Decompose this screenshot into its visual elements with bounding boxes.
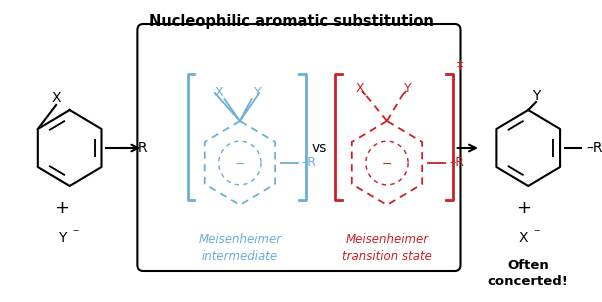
Text: $-$: $-$ bbox=[234, 156, 246, 169]
Text: –R: –R bbox=[586, 141, 602, 155]
Text: Y: Y bbox=[405, 82, 412, 95]
Text: Y: Y bbox=[58, 231, 66, 245]
Text: –R: –R bbox=[132, 141, 148, 155]
Text: Y: Y bbox=[532, 89, 540, 103]
Text: –R: –R bbox=[449, 156, 464, 169]
Text: X: X bbox=[356, 82, 364, 95]
Text: Meisenheimer
transition state: Meisenheimer transition state bbox=[342, 233, 432, 263]
Text: X: X bbox=[214, 86, 223, 99]
Text: $^{-}$: $^{-}$ bbox=[533, 228, 541, 238]
Text: $‡$: $‡$ bbox=[456, 58, 464, 72]
Text: Nucleophilic aromatic substitution: Nucleophilic aromatic substitution bbox=[149, 14, 433, 29]
Text: –R: –R bbox=[302, 156, 317, 169]
Text: X: X bbox=[51, 91, 61, 105]
Text: +: + bbox=[516, 199, 531, 217]
Text: +: + bbox=[54, 199, 69, 217]
Text: Y: Y bbox=[253, 86, 261, 99]
Text: vs: vs bbox=[312, 141, 327, 155]
Text: $^{-}$: $^{-}$ bbox=[72, 228, 79, 238]
Text: X: X bbox=[519, 231, 528, 245]
Text: $-$: $-$ bbox=[382, 156, 393, 169]
Text: Meisenheimer
intermediate: Meisenheimer intermediate bbox=[199, 233, 282, 263]
Text: Often
concerted!: Often concerted! bbox=[488, 259, 569, 288]
